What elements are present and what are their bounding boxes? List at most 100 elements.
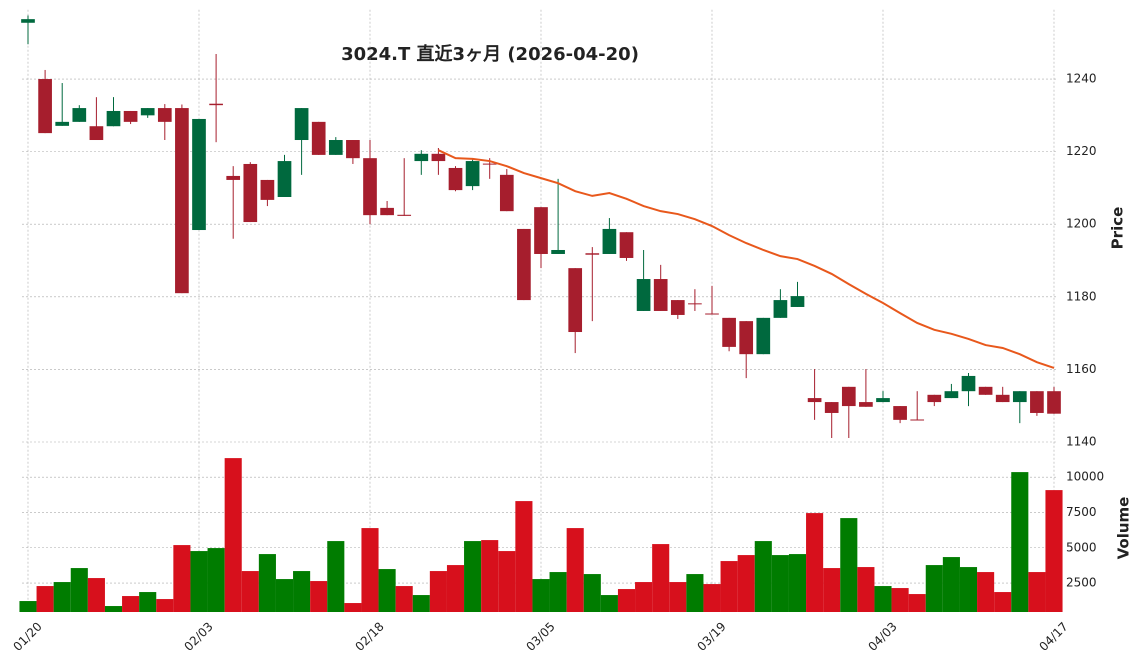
- y-tick-label: 1200: [1066, 217, 1097, 231]
- candle-body: [1030, 391, 1044, 413]
- volume-bar: [532, 579, 550, 612]
- volume-bar: [669, 582, 687, 612]
- candle-body: [89, 126, 104, 141]
- candle-body: [157, 108, 172, 122]
- candle-body: [1047, 391, 1061, 414]
- volume-tick-label: 5000: [1066, 540, 1097, 554]
- candle-body: [756, 317, 771, 355]
- candle-body: [448, 167, 463, 191]
- volume-bar: [600, 595, 618, 612]
- candle-body: [961, 375, 976, 392]
- volume-bar: [977, 572, 995, 612]
- candle-body: [944, 391, 959, 399]
- y-tick-label: 1220: [1066, 144, 1097, 158]
- candle-body: [140, 108, 155, 116]
- candle-body: [346, 140, 360, 159]
- volume-bar: [36, 586, 54, 612]
- candle-body: [209, 103, 223, 106]
- volume-bar: [224, 458, 242, 612]
- candle-body: [790, 296, 805, 307]
- volume-bar: [207, 548, 225, 612]
- x-tick-label: 02/18: [352, 619, 386, 653]
- volume-bar: [720, 561, 738, 612]
- candle-body: [653, 279, 668, 311]
- x-tick-label: 03/05: [523, 619, 557, 653]
- volume-bar: [908, 594, 926, 612]
- x-tick-label: 04/17: [1036, 619, 1070, 653]
- x-tick-label: 02/03: [181, 619, 215, 653]
- candle-body: [722, 317, 736, 347]
- volume-bar: [293, 571, 311, 612]
- volume-bar: [925, 565, 943, 612]
- candle-body: [705, 313, 719, 315]
- volume-bar: [771, 555, 789, 612]
- volume-axis-label: Volume: [1115, 497, 1133, 560]
- candle-body: [123, 110, 138, 122]
- candle-body: [807, 398, 822, 403]
- volume-bar: [942, 557, 960, 612]
- x-tick-label: 01/20: [10, 619, 44, 653]
- volume-bar: [173, 545, 191, 612]
- candle-body: [876, 398, 890, 403]
- candle-body: [499, 174, 514, 212]
- volume-bar: [310, 581, 328, 612]
- volume-bar: [87, 578, 105, 612]
- volume-bar: [19, 601, 37, 612]
- candle-body: [927, 394, 942, 403]
- volume-bar: [959, 567, 978, 612]
- candle-body: [260, 179, 275, 200]
- candle-body: [21, 19, 35, 23]
- volume-bar: [70, 568, 88, 612]
- candle-body: [294, 108, 309, 141]
- candle-body: [585, 253, 600, 255]
- volume-bar: [1045, 490, 1063, 612]
- y-tick-label: 1240: [1066, 72, 1097, 86]
- candle-body: [670, 300, 685, 315]
- volume-bar: [1028, 572, 1046, 612]
- x-tick-label: 03/19: [694, 619, 728, 653]
- candle-body: [910, 419, 925, 421]
- volume-bar: [241, 571, 259, 612]
- volume-bar: [122, 596, 140, 612]
- candle-body: [106, 110, 121, 127]
- volume-bar: [498, 551, 516, 612]
- volume-bar: [515, 501, 533, 612]
- volume-bar: [53, 582, 71, 612]
- moving-average-line: [437, 149, 1055, 369]
- volume-bar: [258, 554, 276, 612]
- volume-tick-label: 7500: [1066, 505, 1097, 519]
- volume-bar: [857, 567, 875, 612]
- volume-bar: [190, 551, 208, 612]
- x-tick-label: 04/03: [865, 619, 899, 653]
- volume-bar: [737, 555, 755, 612]
- candle-body: [55, 121, 70, 126]
- candle-body: [995, 394, 1010, 403]
- volume-tick-label: 10000: [1066, 470, 1104, 484]
- volume-bar: [635, 582, 653, 612]
- candle-body: [773, 300, 788, 318]
- candle-body: [859, 402, 873, 407]
- volume-bar: [806, 513, 824, 612]
- candle-body: [602, 228, 617, 254]
- volume-bar: [378, 569, 396, 612]
- candle-body: [465, 161, 480, 187]
- y-tick-label: 1180: [1066, 289, 1097, 303]
- volume-bar: [275, 579, 294, 612]
- candle-body: [517, 228, 531, 301]
- candle-body: [688, 303, 702, 305]
- volume-tick-label: 2500: [1066, 576, 1097, 590]
- candle-body: [619, 232, 634, 258]
- volume-bar: [566, 528, 584, 612]
- volume-bar: [994, 592, 1012, 612]
- candle-body: [534, 207, 548, 254]
- volume-bar: [891, 588, 909, 612]
- candle-body: [414, 153, 429, 162]
- candle-body: [636, 279, 651, 311]
- volume-bar: [464, 541, 482, 612]
- volume-bar: [327, 541, 345, 612]
- volume-bar: [617, 589, 636, 612]
- volume-bar: [549, 572, 567, 612]
- y-tick-label: 1140: [1066, 435, 1097, 449]
- candle-body: [226, 175, 241, 180]
